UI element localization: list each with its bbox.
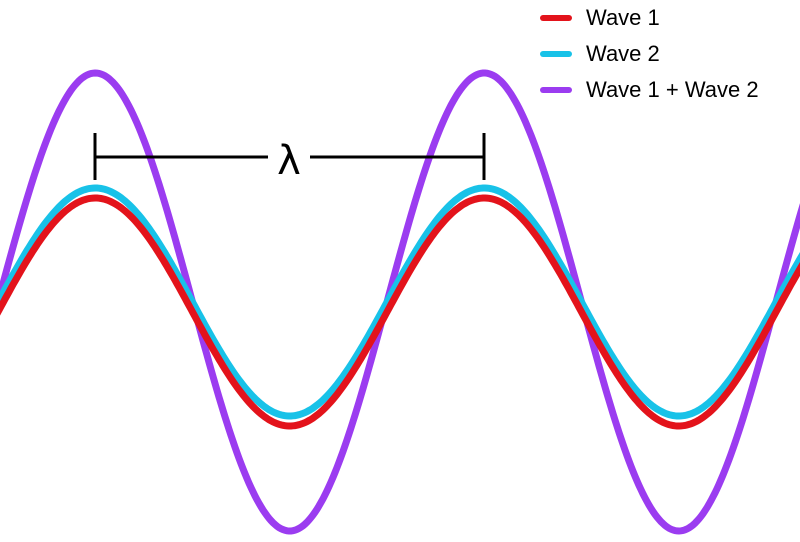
legend-label-wave-1: Wave 1 bbox=[586, 5, 660, 30]
wave-sum-curve bbox=[0, 69, 800, 535]
legend-swatch-wave-2 bbox=[540, 51, 572, 57]
legend: Wave 1 Wave 2 Wave 1 + Wave 2 bbox=[540, 0, 798, 108]
legend-swatch-sum bbox=[540, 87, 572, 93]
legend-label-wave-2: Wave 2 bbox=[586, 41, 660, 66]
wave-1-curve bbox=[0, 194, 800, 430]
legend-label-sum: Wave 1 + Wave 2 bbox=[586, 77, 759, 102]
legend-item-wave-1: Wave 1 bbox=[540, 0, 798, 36]
legend-item-wave-2: Wave 2 bbox=[540, 36, 798, 72]
legend-swatch-wave-1 bbox=[540, 15, 572, 21]
legend-item-sum: Wave 1 + Wave 2 bbox=[540, 72, 798, 108]
wave-2-curve bbox=[0, 184, 800, 420]
wavelength-symbol: λ bbox=[277, 138, 301, 184]
wavelength-marker bbox=[93, 133, 486, 180]
